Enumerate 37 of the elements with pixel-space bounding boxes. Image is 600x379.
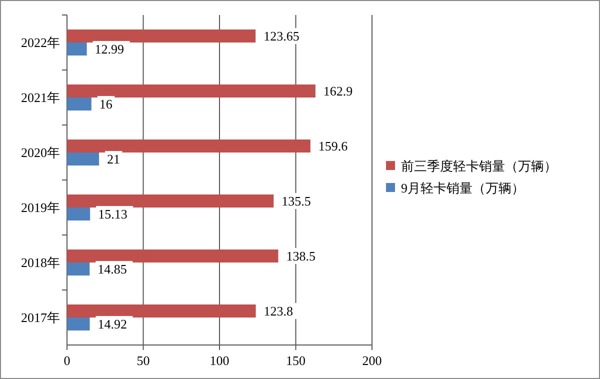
bar [67,318,90,330]
data-label: 16 [99,96,113,112]
data-label: 14.92 [98,316,128,332]
y-tick-label: 2017年 [21,310,60,326]
bar [67,42,87,56]
data-label: 12.99 [94,42,124,57]
data-label: 21 [107,152,120,167]
y-tick-label: 2019年 [21,200,60,216]
x-tick-label: 50 [136,353,150,368]
x-tick-label: 150 [286,353,306,368]
data-label: 15.13 [98,206,128,222]
bar [67,304,256,318]
data-label: 135.5 [282,194,311,209]
data-label: 123.8 [264,304,294,319]
bar [67,84,316,98]
data-label: 14.85 [98,262,127,277]
bar [67,250,278,262]
y-tick-label: 2022年 [21,35,60,50]
y-tick-label: 2021年 [21,90,60,106]
data-label: 162.9 [323,84,353,99]
y-tick-label: 2020年 [21,145,60,160]
x-tick-label: 100 [210,353,230,368]
bar [67,262,90,276]
data-label: 123.65 [264,28,300,44]
data-label: 138.5 [286,248,316,264]
bar [67,30,256,42]
y-tick-label: 2018年 [21,255,60,270]
data-label: 159.6 [318,138,348,154]
x-tick-label: 200 [362,353,382,368]
legend-label: 前三季度轻卡销量（万辆） [401,158,557,174]
bar [67,98,92,110]
bar [67,194,274,208]
x-tick-label: 0 [64,353,70,368]
bar [67,208,90,220]
bar [67,152,100,166]
bar [67,140,310,152]
legend-label: 9月轻卡销量（万辆） [401,180,524,196]
